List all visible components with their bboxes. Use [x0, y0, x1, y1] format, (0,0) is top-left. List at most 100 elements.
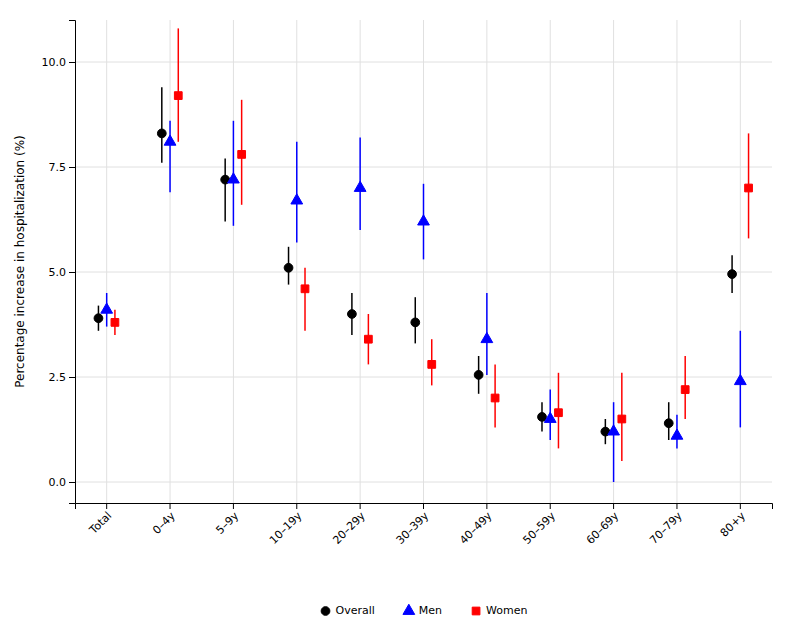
legend-item: Women — [472, 604, 527, 617]
grid — [75, 20, 772, 503]
x-tick-label: 10–19y — [267, 509, 305, 547]
point — [418, 215, 430, 225]
point — [111, 319, 119, 327]
x-tick: 50–59y — [520, 503, 558, 547]
point — [365, 335, 373, 343]
error-bar — [178, 28, 180, 141]
error-bar — [304, 268, 306, 331]
y-axis-line — [69, 21, 76, 504]
y-tick-label: 7.5 — [49, 161, 67, 174]
chart: 0.0 2.5 5.0 7.5 10.0 Total 0–4y 5–9y 10–19y 20–29… — [0, 0, 792, 633]
series — [94, 87, 736, 444]
x-tick: 30–39y — [394, 503, 432, 547]
y-tick: 5.0 — [49, 266, 76, 279]
x-tick: 40–49y — [457, 503, 495, 547]
x-tick: Total — [86, 503, 114, 537]
x-tick-mark — [106, 503, 107, 509]
point — [681, 386, 689, 394]
point — [734, 374, 746, 384]
x-tick: 5–9y — [214, 503, 242, 537]
x-grid-line — [550, 20, 551, 503]
y-tick-mark — [69, 62, 75, 63]
point — [238, 151, 246, 159]
x-tick-label: 20–29y — [330, 509, 368, 547]
y-tick: 7.5 — [49, 161, 76, 174]
x-tick-label: Total — [86, 509, 114, 537]
x-grid-line — [740, 20, 741, 503]
x-grid-line — [233, 20, 234, 503]
error-bar — [224, 159, 226, 222]
error-bar — [161, 87, 163, 163]
y-axis-title: Percentage increase in hospitalization (… — [13, 135, 27, 388]
x-axis: Total 0–4y 5–9y 10–19y 20–29y 30–39y 40–49y 50–… — [76, 503, 773, 547]
x-tick-mark — [676, 503, 677, 509]
point — [491, 394, 499, 402]
point — [538, 413, 547, 422]
x-tick-label: 80+y — [718, 509, 749, 540]
x-tick-label: 60–69y — [584, 509, 622, 547]
y-tick: 0.0 — [49, 476, 76, 489]
x-tick: 60–69y — [584, 503, 622, 547]
x-tick-label: 40–49y — [457, 509, 495, 547]
legend-label: Women — [486, 604, 527, 617]
point — [174, 92, 182, 100]
legend-marker — [472, 607, 480, 615]
x-grid-line — [360, 20, 361, 503]
point — [745, 184, 753, 192]
x-grid-line — [296, 20, 297, 503]
x-tick-mark — [170, 503, 171, 509]
x-grid-line — [423, 20, 424, 503]
error-bar — [169, 121, 171, 192]
x-tick: 0–4y — [150, 503, 178, 537]
point — [671, 429, 683, 439]
x-tick: 80+y — [718, 503, 749, 540]
y-tick-mark — [69, 272, 75, 273]
x-tick: 10–19y — [267, 503, 305, 547]
point — [555, 409, 563, 417]
x-tick-label: 0–4y — [150, 509, 178, 537]
legend-marker — [321, 607, 330, 616]
point — [411, 318, 420, 327]
error-bar — [613, 402, 615, 482]
plot-area: 0.0 2.5 5.0 7.5 10.0 Total 0–4y 5–9y 10–19y 20–29… — [42, 20, 773, 547]
x-tick-mark — [233, 503, 234, 509]
series — [111, 28, 752, 461]
point — [354, 181, 366, 191]
point — [301, 285, 309, 293]
legend-label: Overall — [336, 604, 375, 617]
point — [164, 135, 176, 145]
x-grid-line — [486, 20, 487, 503]
y-tick-label: 10.0 — [42, 56, 67, 69]
x-tick-mark — [613, 503, 614, 509]
legend: OverallMenWomen — [321, 604, 527, 617]
y-axis: 0.0 2.5 5.0 7.5 10.0 — [42, 21, 76, 504]
point — [348, 310, 357, 319]
point — [608, 425, 620, 435]
x-tick-mark — [423, 503, 424, 509]
point — [94, 314, 103, 323]
x-axis-line — [76, 504, 773, 510]
x-tick: 20–29y — [330, 503, 368, 547]
x-tick-mark — [360, 503, 361, 509]
x-grid-line — [106, 20, 107, 503]
point — [284, 263, 293, 272]
y-tick-label: 0.0 — [49, 476, 67, 489]
y-tick-mark — [69, 482, 75, 483]
x-tick-label: 5–9y — [214, 509, 242, 537]
series — [101, 121, 746, 482]
y-tick-mark — [69, 377, 75, 378]
point — [428, 361, 436, 369]
y-tick-mark — [69, 167, 75, 168]
y-tick-label: 5.0 — [49, 266, 67, 279]
x-tick: 70–79y — [647, 503, 685, 547]
point — [291, 194, 303, 204]
x-tick-label: 50–59y — [520, 509, 558, 547]
x-tick-mark — [296, 503, 297, 509]
point — [618, 415, 626, 423]
legend-item: Overall — [321, 604, 375, 617]
point — [481, 332, 493, 342]
point — [101, 303, 113, 313]
y-tick: 2.5 — [49, 371, 76, 384]
point — [664, 419, 673, 428]
x-tick-mark — [550, 503, 551, 509]
